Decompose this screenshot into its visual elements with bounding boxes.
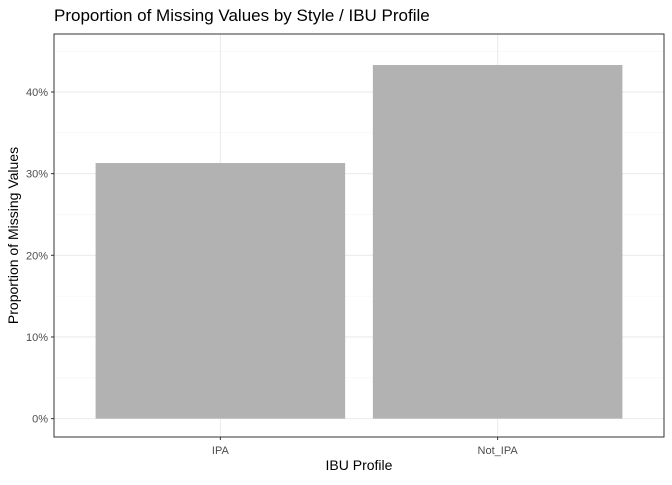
x-axis-label: IBU Profile [326,457,393,473]
y-tick-label: 30% [26,169,48,181]
y-tick-label: 0% [32,414,48,426]
y-axis: 0% 10% 20% 30% 40% [26,87,54,426]
bar-ipa [95,163,346,419]
bar-not-ipa [372,65,623,419]
y-tick-label: 10% [26,332,48,344]
x-axis: IPA Not_IPA [212,437,518,457]
y-tick-label: 40% [26,87,48,99]
panel-border [53,33,665,438]
bars [95,65,623,419]
x-tick-label: IPA [212,445,230,457]
y-tick-label: 20% [26,250,48,262]
x-tick-label: Not_IPA [478,445,519,457]
chart-title: Proportion of Missing Values by Style / … [54,6,430,25]
y-axis-label: Proportion of Missing Values [5,147,21,324]
